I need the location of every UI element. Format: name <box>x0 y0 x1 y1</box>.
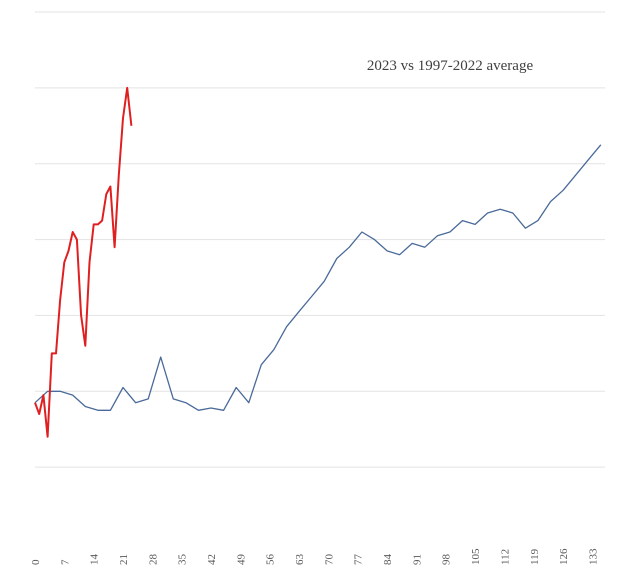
x-tick-label: 42 <box>206 554 218 565</box>
x-tick-label: 84 <box>382 554 394 566</box>
x-tick-label: 112 <box>499 549 511 565</box>
x-tick-label: 49 <box>235 554 247 566</box>
x-tick-label: 21 <box>118 554 130 565</box>
gridlines <box>35 11 605 468</box>
x-tick-label: 105 <box>470 548 482 565</box>
x-tick-label: 56 <box>265 554 277 566</box>
x-tick-label: 70 <box>323 554 335 566</box>
x-axis-tick-labels: 0 7 14 21 28 35 42 49 56 63 70 77 84 91 98 105 112 119 126… <box>30 548 599 565</box>
x-tick-label: 126 <box>558 548 570 565</box>
x-tick-label: 98 <box>441 554 453 566</box>
x-tick-label: 91 <box>411 554 423 565</box>
x-tick-label: 0 <box>30 559 42 565</box>
series-group <box>34 86 602 438</box>
x-tick-label: 133 <box>587 548 599 565</box>
series-line-2023 <box>34 86 133 438</box>
x-tick-label: 35 <box>177 554 189 566</box>
x-tick-label: 119 <box>529 548 541 565</box>
x-tick-label: 28 <box>147 554 159 566</box>
x-tick-label: 77 <box>353 554 365 566</box>
x-tick-label: 14 <box>89 554 101 566</box>
chart-title: 2023 vs 1997-2022 average <box>367 58 534 74</box>
series-line-average <box>34 144 602 411</box>
x-tick-label: 7 <box>59 559 71 565</box>
x-tick-label: 63 <box>294 554 306 566</box>
